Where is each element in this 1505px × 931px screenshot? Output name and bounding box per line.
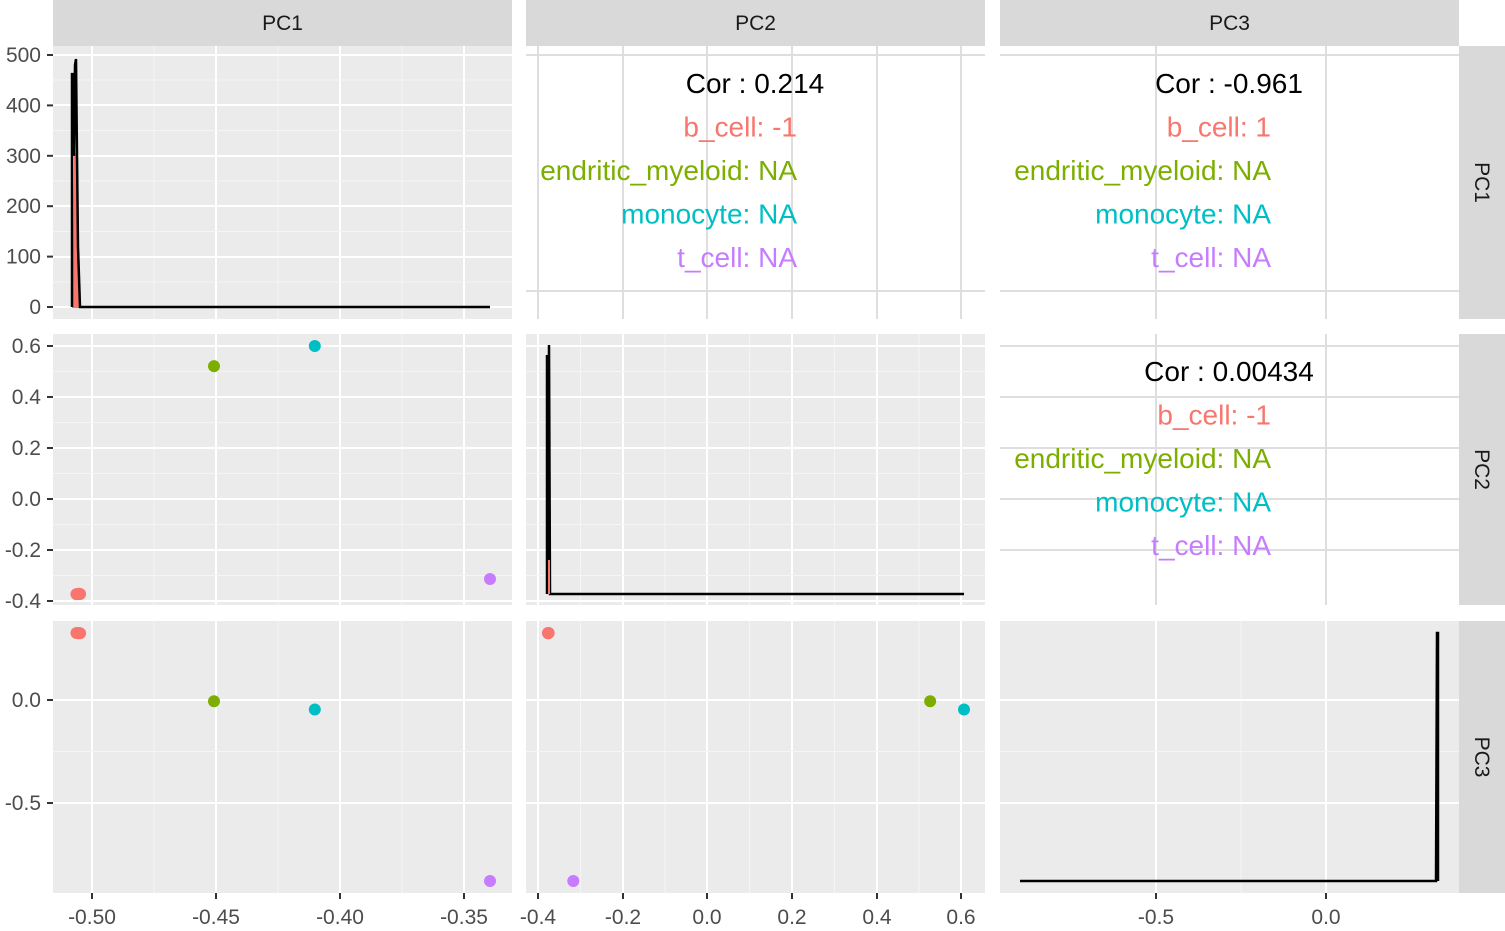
panel-background bbox=[53, 46, 512, 319]
density-curve-all bbox=[545, 344, 964, 596]
row-strip-PC3 bbox=[1459, 621, 1505, 893]
correlation-b_cell: b_cell: -1 bbox=[1157, 400, 1271, 431]
x-tick-label-PC2: 0.0 bbox=[692, 906, 721, 926]
y-tick-label-density: 100 bbox=[6, 246, 41, 269]
y-tick-label-density: 300 bbox=[6, 145, 41, 168]
point-dendritic_myeloid bbox=[924, 695, 937, 708]
correlation-monocyte: monocyte: NA bbox=[621, 199, 797, 230]
correlation-overall: Cor : 0.214 bbox=[686, 68, 825, 99]
density-curve-b_cell bbox=[71, 153, 80, 308]
correlation-dendritic_myeloid: endritic_myeloid: NA bbox=[1014, 443, 1271, 474]
panel-PC2-PC1 bbox=[53, 334, 512, 605]
point-dendritic_myeloid bbox=[208, 360, 220, 373]
column-strip-PC2 bbox=[526, 0, 985, 46]
panel-PC3-PC2 bbox=[526, 621, 985, 893]
panel-background bbox=[1000, 46, 1459, 319]
column-strip-label-PC1: PC1 bbox=[262, 12, 303, 35]
panel-background bbox=[526, 621, 985, 893]
correlation-t_cell: t_cell: NA bbox=[677, 242, 797, 273]
y-tick-label-PC3: 0.0 bbox=[12, 689, 41, 712]
density-curve-all bbox=[70, 58, 490, 309]
correlation-monocyte: monocyte: NA bbox=[1095, 487, 1271, 518]
y-tick-label-PC2: 0.6 bbox=[12, 335, 41, 358]
density-PC3 bbox=[1020, 631, 1440, 883]
y-tick-label-PC2: 0.4 bbox=[12, 386, 42, 409]
scatter-PC3-vs-PC1 bbox=[70, 627, 496, 887]
point-monocyte bbox=[958, 703, 970, 716]
x-tick-label-PC1: -0.50 bbox=[68, 906, 116, 926]
panel-PC1-PC1 bbox=[53, 46, 512, 319]
panel-PC2-PC3 bbox=[1000, 334, 1459, 605]
correlation-b_cell: b_cell: -1 bbox=[683, 112, 797, 143]
x-tick-label-PC2: 0.4 bbox=[862, 906, 892, 926]
point-monocyte bbox=[308, 703, 321, 716]
density-PC1 bbox=[70, 58, 490, 309]
row-strip-PC2 bbox=[1459, 334, 1505, 605]
x-tick-label-PC2: 0.2 bbox=[777, 906, 806, 926]
point-t_cell bbox=[484, 573, 496, 585]
panel-background bbox=[1000, 621, 1459, 893]
y-tick-label-PC2: -0.4 bbox=[5, 590, 42, 613]
row-strip-label-PC1: PC1 bbox=[1470, 162, 1493, 203]
point-b_cell bbox=[74, 588, 87, 601]
row-strip-label-PC2: PC2 bbox=[1470, 449, 1493, 490]
panel-PC1-PC2 bbox=[526, 46, 985, 319]
panel-background bbox=[1000, 334, 1459, 605]
correlation-overall: Cor : -0.961 bbox=[1155, 68, 1303, 99]
x-tick-label-PC3: 0.0 bbox=[1311, 906, 1340, 926]
correlation-dendritic_myeloid: endritic_myeloid: NA bbox=[1014, 155, 1271, 186]
correlation-t_cell: t_cell: NA bbox=[1151, 530, 1271, 561]
x-tick-label-PC1: -0.45 bbox=[192, 906, 240, 926]
column-strip-label-PC3: PC3 bbox=[1209, 12, 1250, 35]
column-strip-label-PC2: PC2 bbox=[735, 12, 776, 35]
density-curve-all bbox=[1020, 631, 1440, 883]
row-strip-label-PC3: PC3 bbox=[1470, 737, 1493, 778]
point-t_cell bbox=[567, 875, 580, 887]
x-tick-label-PC1: -0.35 bbox=[440, 906, 488, 926]
panel-background bbox=[526, 46, 985, 319]
panel-PC1-PC3 bbox=[1000, 46, 1459, 319]
column-strip-PC3 bbox=[1000, 0, 1459, 46]
y-tick-label-PC2: 0.2 bbox=[12, 437, 41, 460]
y-tick-label-PC2: -0.2 bbox=[5, 539, 41, 562]
y-tick-label-PC2: 0.0 bbox=[12, 488, 41, 511]
correlation-PC1_PC3: Cor : -0.961 b_cell: 1 endritic_myeloid: N… bbox=[1014, 68, 1303, 273]
row-strip-PC1 bbox=[1459, 46, 1505, 319]
y-tick-label-density: 0 bbox=[29, 296, 41, 319]
x-tick-label-PC3: -0.5 bbox=[1138, 906, 1174, 926]
correlation-PC2_PC3: Cor : 0.00434 b_cell: -1 endritic_myeloid:… bbox=[1014, 356, 1314, 561]
y-tick-label-density: 400 bbox=[6, 94, 41, 117]
density-PC2 bbox=[545, 344, 964, 596]
y-tick-label-density: 200 bbox=[6, 195, 41, 218]
point-dendritic_myeloid bbox=[208, 695, 220, 708]
panel-PC3-PC3 bbox=[1000, 621, 1459, 893]
x-tick-label-PC2: 0.6 bbox=[946, 906, 975, 926]
correlation-PC1_PC2: Cor : 0.214 b_cell: -1 endritic_myeloid: N… bbox=[540, 68, 824, 273]
scatter-PC2-vs-PC1 bbox=[70, 340, 496, 601]
point-b_cell bbox=[74, 627, 87, 640]
panel-background bbox=[53, 621, 512, 893]
point-b_cell bbox=[542, 627, 555, 640]
point-monocyte bbox=[308, 340, 321, 352]
panel-PC2-PC2 bbox=[526, 334, 985, 605]
panel-background bbox=[53, 334, 512, 605]
scatter-PC3-vs-PC2 bbox=[542, 627, 970, 887]
correlation-b_cell: b_cell: 1 bbox=[1167, 112, 1271, 143]
x-tick-label-PC2: -0.2 bbox=[605, 906, 641, 926]
panel-PC3-PC1 bbox=[53, 621, 512, 893]
column-strip-PC1 bbox=[53, 0, 512, 46]
x-tick-label-PC1: -0.40 bbox=[316, 906, 364, 926]
correlation-monocyte: monocyte: NA bbox=[1095, 199, 1271, 230]
x-tick-label-PC2: -0.4 bbox=[520, 906, 557, 926]
y-tick-label-PC3: -0.5 bbox=[5, 792, 41, 815]
point-t_cell bbox=[484, 875, 496, 887]
correlation-t_cell: t_cell: NA bbox=[1151, 242, 1271, 273]
correlation-overall: Cor : 0.00434 bbox=[1144, 356, 1314, 387]
panel-background bbox=[526, 334, 985, 605]
y-tick-label-density: 500 bbox=[6, 44, 41, 67]
correlation-dendritic_myeloid: endritic_myeloid: NA bbox=[540, 155, 797, 186]
